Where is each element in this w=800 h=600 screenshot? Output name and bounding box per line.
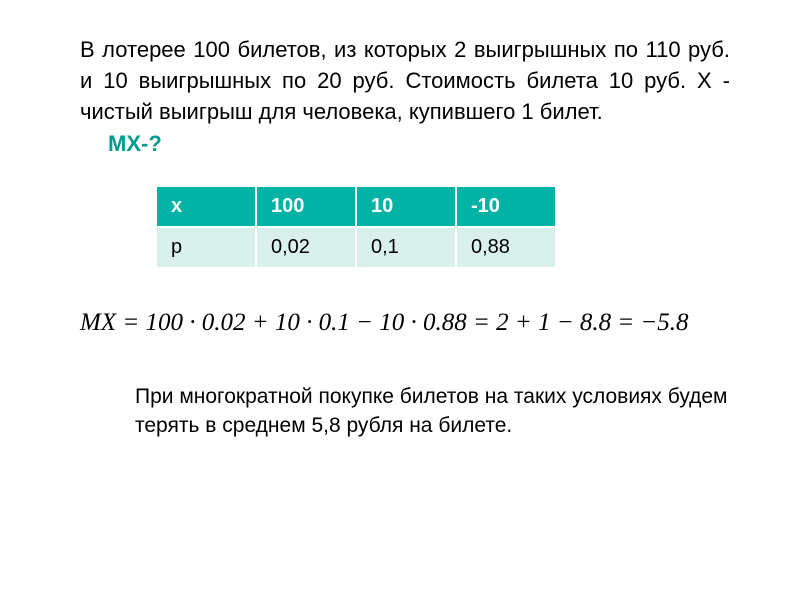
header-cell: 100 <box>256 186 356 227</box>
table-header-row: x 100 10 -10 <box>156 186 556 227</box>
body-cell: 0,1 <box>356 227 456 268</box>
body-cell: 0,88 <box>456 227 556 268</box>
question-label: MX-? <box>108 131 730 157</box>
table-row: p 0,02 0,1 0,88 <box>156 227 556 268</box>
header-cell: -10 <box>456 186 556 227</box>
body-cell: 0,02 <box>256 227 356 268</box>
problem-statement: В лотерее 100 билетов, из которых 2 выиг… <box>80 35 730 127</box>
distribution-table: x 100 10 -10 p 0,02 0,1 0,88 <box>155 185 557 269</box>
conclusion-text: При многократной покупке билетов на таки… <box>135 383 730 440</box>
header-cell: 10 <box>356 186 456 227</box>
body-cell: p <box>156 227 256 268</box>
header-cell: x <box>156 186 256 227</box>
expectation-formula: MX = 100 · 0.02 + 10 · 0.1 − 10 · 0.88 =… <box>80 309 730 337</box>
